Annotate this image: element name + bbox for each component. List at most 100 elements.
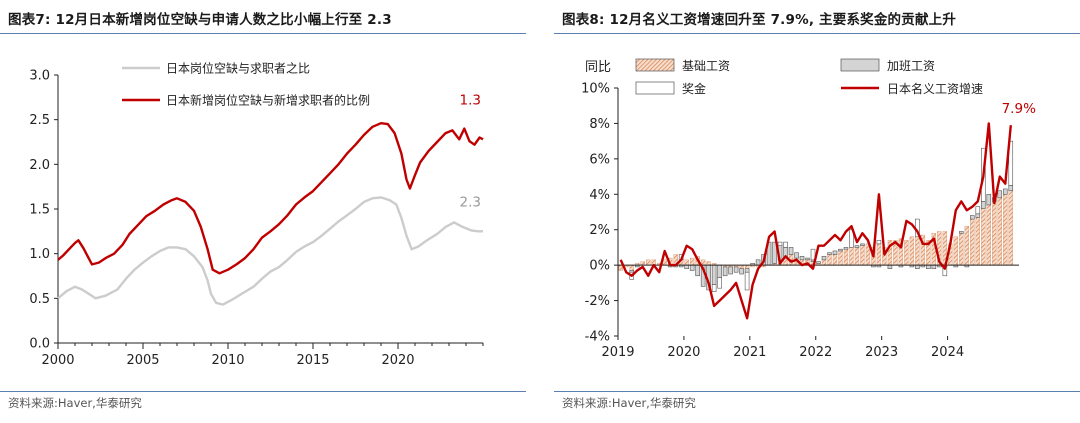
right-bar-2	[838, 248, 843, 252]
right-bar-2	[915, 264, 920, 269]
right-bar-2	[1008, 185, 1014, 192]
right-legend-label: 加班工资	[887, 59, 935, 73]
right-x-tick-label: 2021	[733, 345, 766, 360]
right-bar-2	[728, 266, 733, 275]
left-x-tick-label: 2010	[211, 353, 244, 368]
right-bar-2	[959, 231, 964, 234]
right-bar-2	[689, 264, 695, 271]
right-bar-1	[689, 257, 695, 266]
right-y-tick-label: 0%	[589, 259, 610, 274]
right-bar-1	[970, 218, 975, 266]
right-caption-divider	[554, 33, 1080, 34]
right-bar-2	[799, 255, 805, 261]
right-line-end-label: 7.9%	[1002, 101, 1036, 117]
right-bar-1	[876, 243, 882, 266]
left-x-tick-label: 2015	[296, 353, 329, 368]
right-y-tick-label: 4%	[589, 188, 610, 203]
right-bar-2	[827, 252, 832, 255]
right-y-tick-label: -4%	[585, 330, 610, 345]
right-bar-2	[695, 264, 700, 277]
left-y-tick-label: 1.0	[29, 247, 50, 262]
right-bar-1	[997, 197, 1002, 266]
left-y-tick-label: 0.5	[29, 292, 50, 307]
right-chart: 10% 8% 6% 4% 2% 0% -2% -4% 同比 7.9% 2019 2020 2021 202…	[581, 58, 1036, 360]
right-bar-2	[755, 259, 761, 266]
left-x-tick-label: 2000	[41, 353, 74, 368]
right-chart-caption: 图表8: 12月名义工资增速回升至 7.9%, 主要系奖金的贡献上升	[562, 12, 957, 28]
right-bar-1	[959, 233, 964, 266]
right-bar-2	[931, 264, 937, 269]
right-bar-2	[887, 264, 893, 269]
left-chart: 0.0 0.5 1.0 1.5 2.0 2.5 3.0 2000 2005 2010 2015 202…	[29, 61, 484, 368]
right-bar-2	[816, 261, 821, 264]
right-bar-1	[909, 236, 915, 266]
left-x-tick-label: 2020	[381, 353, 414, 368]
right-bar-2	[788, 247, 794, 255]
left-series-line-1	[57, 196, 483, 306]
right-y-tick-label: -2%	[585, 294, 610, 309]
right-x-tick-label: 2024	[931, 345, 964, 360]
right-legend-label: 基础工资	[682, 59, 730, 73]
right-bar-1	[832, 254, 838, 266]
right-bar-1	[1003, 194, 1008, 266]
left-chart-caption: 图表7: 12月日本新增岗位空缺与申请人数之比小幅上行至 2.3	[8, 12, 392, 28]
right-bar-2	[843, 247, 849, 250]
right-bar-1	[860, 245, 865, 266]
left-source-divider	[0, 391, 526, 392]
right-bar-1	[744, 264, 750, 269]
right-bar-1	[629, 264, 634, 271]
right-bar-1	[981, 208, 986, 266]
right-bar-2	[970, 215, 975, 220]
right-bar-2	[986, 193, 992, 206]
right-bar-2	[975, 213, 981, 218]
right-y-tick-label: 10%	[581, 82, 610, 97]
left-y-tick-label: 2.0	[29, 158, 50, 173]
right-bar-3	[777, 241, 783, 246]
right-y-tick-label: 8%	[589, 117, 610, 132]
right-bar-2	[832, 250, 838, 255]
right-bar-2	[717, 264, 722, 278]
right-bar-1	[975, 217, 980, 266]
right-source-note: 资料来源:Haver,华泰研究	[562, 396, 696, 410]
right-bar-3	[783, 241, 788, 248]
right-bar-2	[926, 264, 931, 269]
left-source-note: 资料来源:Haver,华泰研究	[8, 396, 142, 410]
right-bar-1	[739, 264, 744, 269]
right-bar-1	[684, 259, 689, 266]
right-bar-1	[646, 259, 651, 266]
right-x-tick-label: 2023	[865, 345, 898, 360]
right-bar-2	[733, 266, 739, 273]
right-bar-2	[981, 201, 986, 209]
right-bar-2	[684, 264, 689, 269]
left-chart-panel: 图表7: 12月日本新增岗位空缺与申请人数之比小幅上行至 2.3 0.0 0.5 1…	[0, 0, 526, 423]
right-y-tick-label: 2%	[589, 223, 610, 238]
right-bar-1	[915, 236, 920, 266]
right-bar-1	[1008, 190, 1013, 266]
right-bar-3	[810, 248, 816, 261]
right-bar-1	[706, 261, 711, 266]
right-legend-swatch-1	[635, 58, 675, 72]
right-bar-2	[860, 243, 865, 246]
right-bar-1	[640, 261, 645, 266]
right-bar-1	[986, 204, 991, 266]
left-caption-divider	[0, 33, 526, 34]
right-bar-3	[975, 206, 981, 215]
right-legend-swatch-3	[635, 81, 675, 95]
left-y-tick-label: 3.0	[29, 69, 50, 84]
right-y-tick-label: 6%	[589, 152, 610, 167]
right-wage-growth-line	[619, 122, 1012, 320]
right-bar-3	[876, 240, 882, 245]
left-series-end-label: 2.3	[460, 194, 481, 210]
left-y-tick-label: 2.5	[29, 113, 50, 128]
right-bar-2	[1002, 188, 1008, 195]
right-legend-label: 日本名义工资增速	[887, 81, 983, 96]
right-bar-2	[854, 245, 860, 248]
left-legend-label: 日本岗位空缺与求职者之比	[166, 61, 310, 76]
right-legend-label: 奖金	[682, 81, 706, 96]
right-bar-1	[843, 248, 849, 266]
right-legend-swatch-2	[840, 58, 880, 72]
left-legend-label: 日本新增岗位空缺与新增求职者的比例	[166, 93, 370, 108]
right-bar-3	[1008, 140, 1014, 186]
right-bar-2	[744, 268, 750, 273]
right-bar-2	[794, 252, 799, 259]
